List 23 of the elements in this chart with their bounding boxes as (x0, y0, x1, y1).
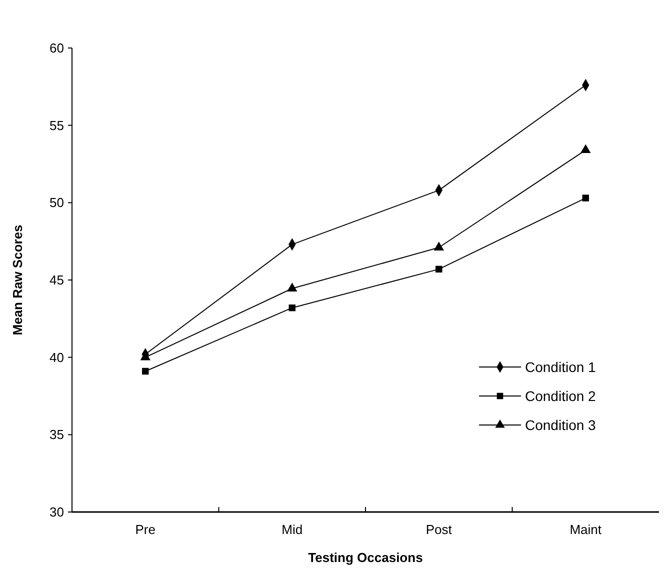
point (288, 304, 296, 312)
legend-label: Condition 2 (525, 388, 596, 404)
y-tick-label: 35 (50, 427, 64, 442)
y-tick-label: 45 (50, 272, 64, 288)
x-tick-label: Mid (282, 522, 303, 537)
x-tick-label: Post (426, 522, 452, 537)
point (436, 266, 442, 273)
point (287, 282, 298, 292)
y-tick-label: 60 (50, 40, 64, 56)
legend-label: Condition 3 (525, 416, 596, 433)
x-axis-title: Testing Occasions (308, 550, 423, 565)
y-tick-label: 50 (50, 195, 64, 210)
point (580, 144, 591, 154)
y-tick-label: 55 (50, 118, 64, 133)
legend-label: Condition 1 (525, 358, 596, 375)
point (582, 194, 589, 202)
x-tick-label: Pre (135, 522, 156, 537)
y-axis-title: Mean Raw Scores (10, 224, 25, 336)
y-tick-label: 40 (50, 350, 64, 365)
point (434, 242, 444, 250)
x-tick-label: Maint (570, 522, 602, 537)
point (142, 368, 149, 375)
y-tick-label: 30 (50, 504, 64, 520)
